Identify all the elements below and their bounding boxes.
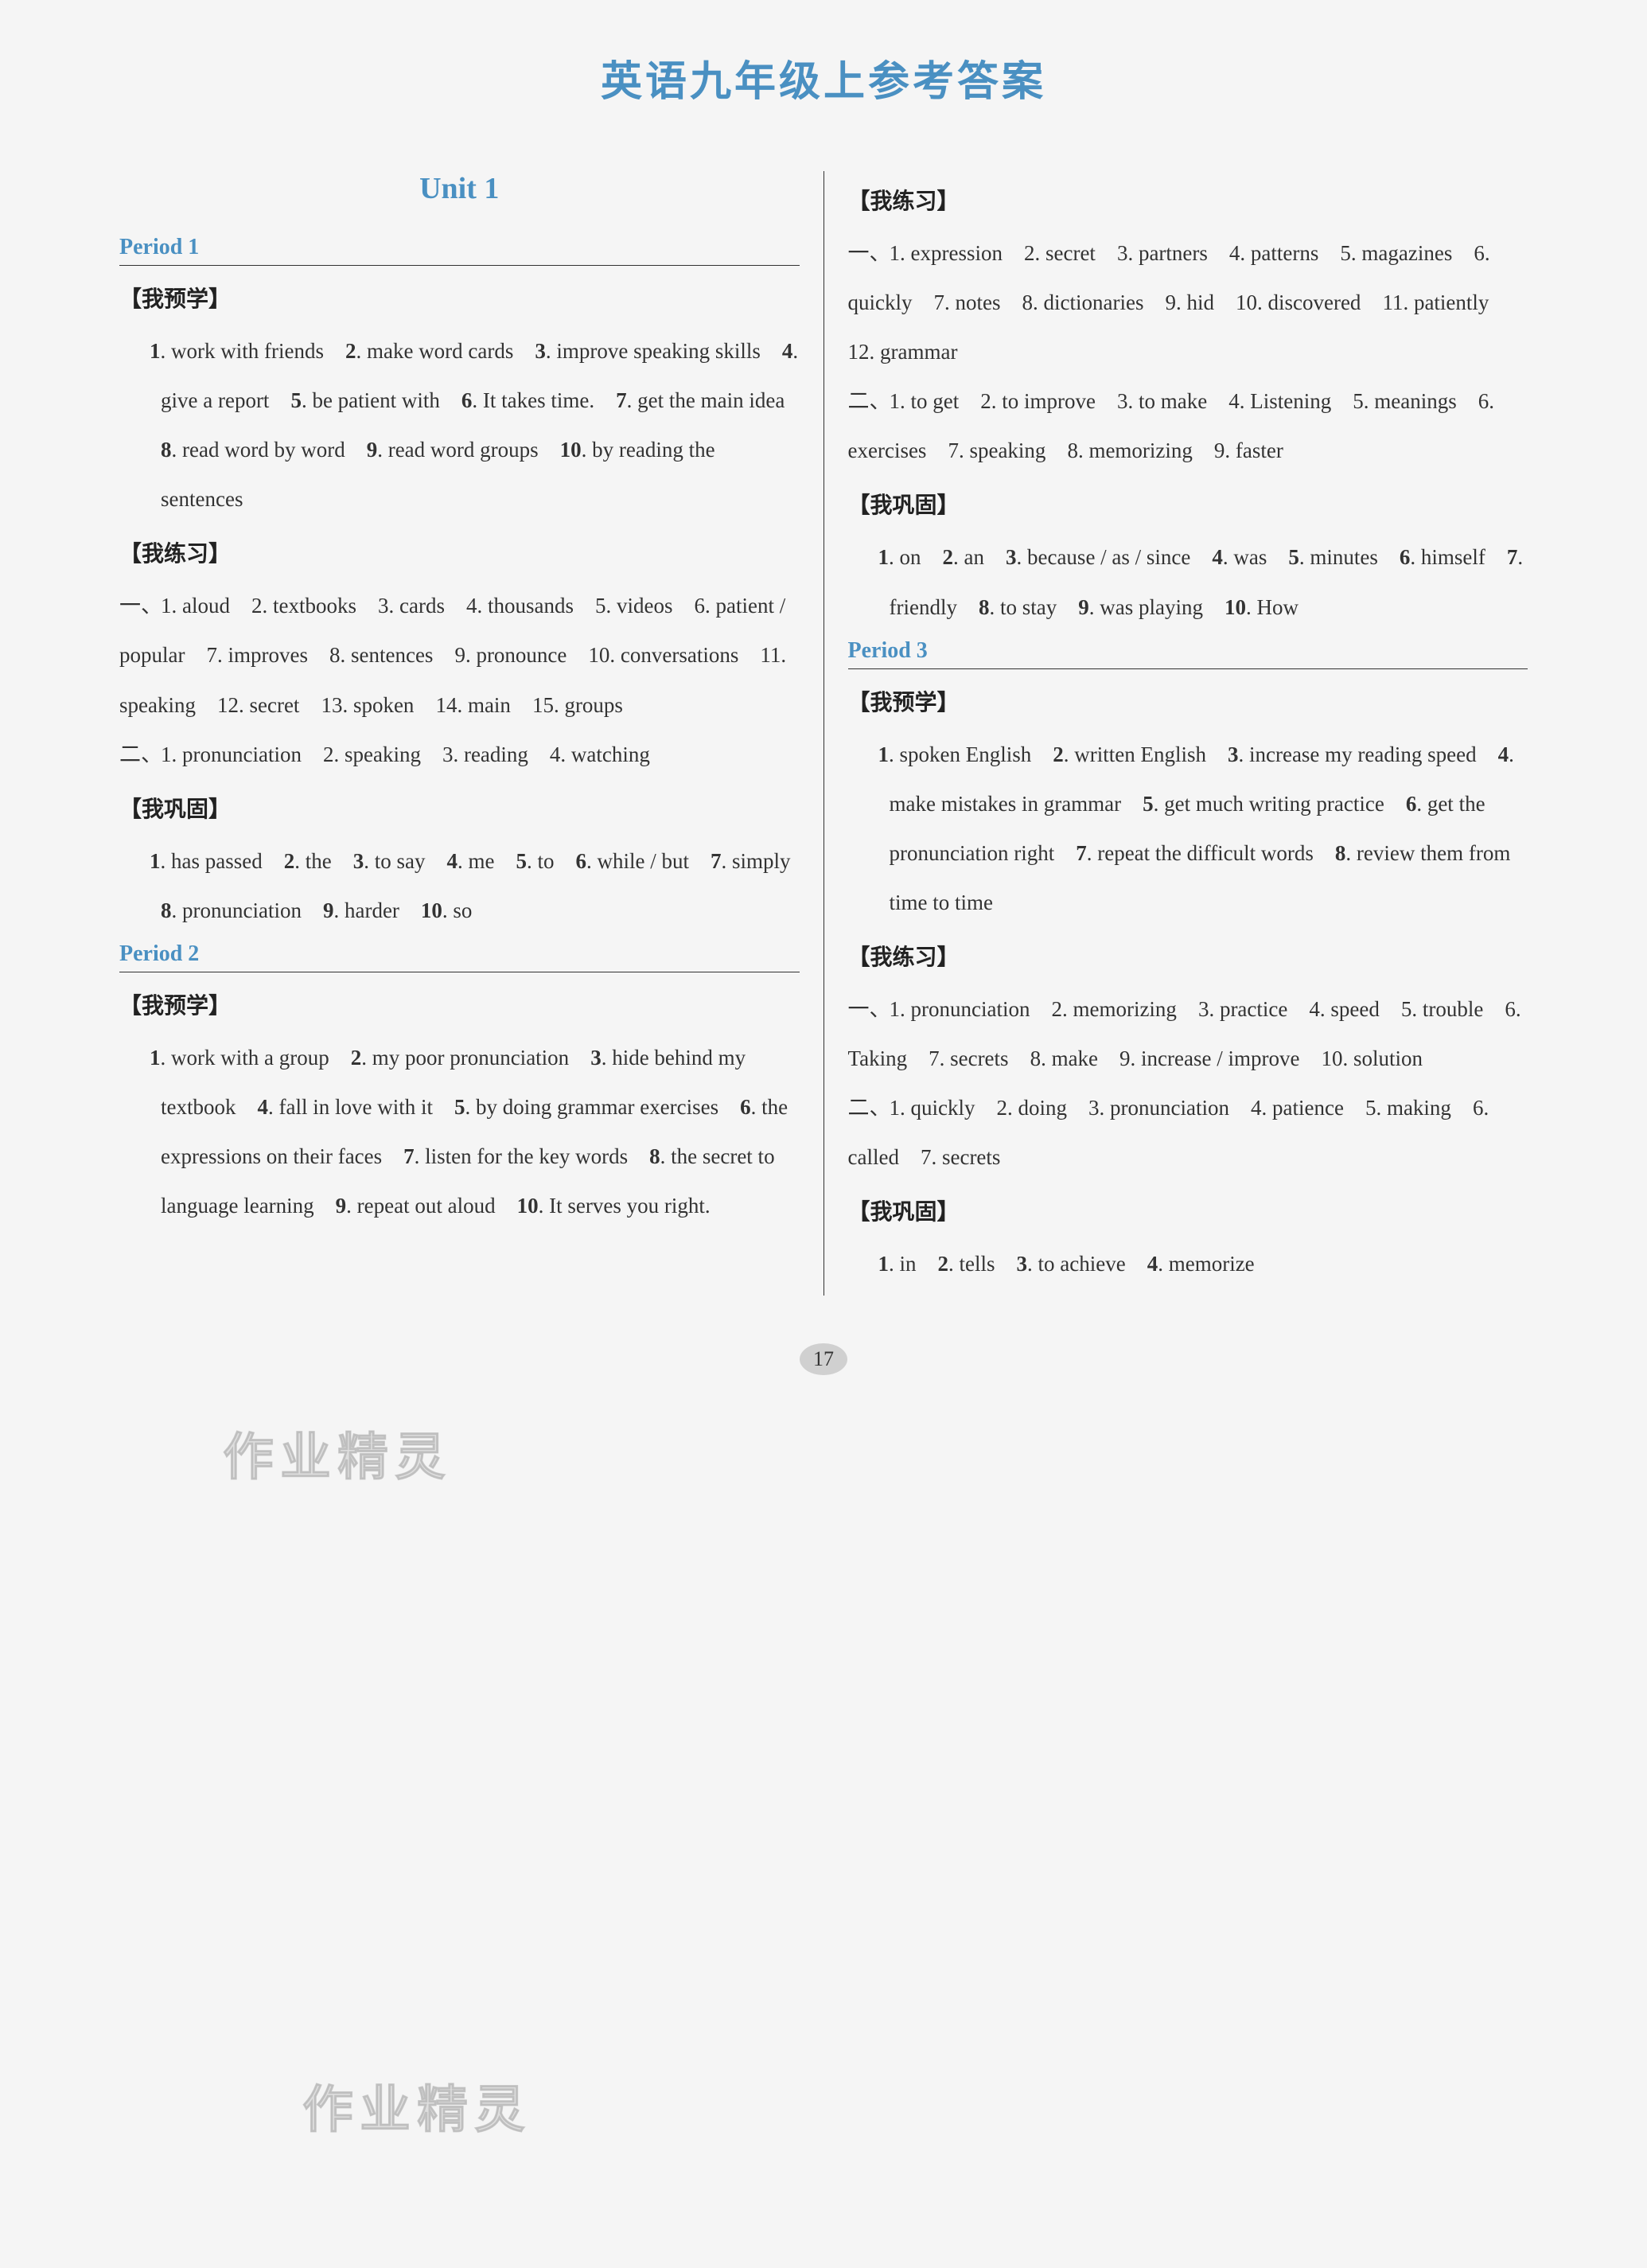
section-header: 【我巩固】 xyxy=(848,1194,1528,1226)
section-header: 【我预学】 xyxy=(848,685,1528,717)
answer-text: 1. pronunciation 2. memorizing 3. practi… xyxy=(848,997,1521,1070)
answer-group: 二、1. to get 2. to improve 3. to make 4. … xyxy=(848,376,1528,475)
section-header: 【我巩固】 xyxy=(119,792,800,824)
answer-group: 1. in 2. tells 3. to achieve 4. memorize xyxy=(848,1239,1528,1288)
page-title: 英语九年级上参考答案 xyxy=(95,48,1552,107)
section-header: 【我预学】 xyxy=(119,988,800,1020)
answer-text: 1. pronunciation 2. speaking 3. reading … xyxy=(161,742,650,766)
left-column: Unit 1 Period 1 【我预学】 1. work with friends … xyxy=(95,171,824,1296)
period-header: Period 1 xyxy=(119,235,800,266)
answer-group: 二、1. quickly 2. doing 3. pronunciation 4… xyxy=(848,1083,1528,1182)
section-header: 【我练习】 xyxy=(119,536,800,568)
answer-group: 二、1. pronunciation 2. speaking 3. readin… xyxy=(119,730,800,779)
answer-group: 1. spoken English 2. written English 3. … xyxy=(848,730,1528,927)
answer-group: 一、1. aloud 2. textbooks 3. cards 4. thou… xyxy=(119,581,800,729)
content-columns: Unit 1 Period 1 【我预学】 1. work with friends … xyxy=(95,171,1552,1296)
answer-text: 1. expression 2. secret 3. partners 4. p… xyxy=(848,241,1511,364)
answer-group: 一、1. pronunciation 2. memorizing 3. prac… xyxy=(848,984,1528,1083)
answer-group: 1. work with friends 2. make word cards … xyxy=(119,326,800,524)
watermark: 作业精灵 xyxy=(223,1417,452,1490)
answer-text: 1. in 2. tells 3. to achieve 4. memorize xyxy=(878,1252,1255,1276)
answer-group: 一、1. expression 2. secret 3. partners 4.… xyxy=(848,228,1528,376)
answer-text: 1. aloud 2. textbooks 3. cards 4. thousa… xyxy=(119,594,786,716)
answer-text: 1. quickly 2. doing 3. pronunciation 4. … xyxy=(848,1096,1489,1169)
answer-group: 1. work with a group 2. my poor pronunci… xyxy=(119,1033,800,1230)
answer-text: 1. has passed 2. the 3. to say 4. me 5. … xyxy=(150,849,812,922)
answer-text: 1. spoken English 2. written English 3. … xyxy=(878,742,1514,914)
section-header: 【我预学】 xyxy=(119,282,800,314)
answer-group: 1. has passed 2. the 3. to say 4. me 5. … xyxy=(119,836,800,935)
page-footer: 17 xyxy=(95,1343,1552,1375)
period-header: Period 3 xyxy=(848,638,1528,669)
answer-text: 1. to get 2. to improve 3. to make 4. Li… xyxy=(848,389,1494,462)
section-header: 【我练习】 xyxy=(848,940,1528,972)
section-header: 【我练习】 xyxy=(848,184,1528,216)
right-column: 【我练习】一、1. expression 2. secret 3. partne… xyxy=(824,171,1552,1296)
answer-text: 1. work with friends 2. make word cards … xyxy=(150,339,806,511)
answer-group: 1. on 2. an 3. because / as / since 4. w… xyxy=(848,532,1528,631)
watermark: 作业精灵 xyxy=(302,2069,531,2142)
unit-title: Unit 1 xyxy=(119,171,800,206)
answer-text: 1. on 2. an 3. because / as / since 4. w… xyxy=(878,545,1524,618)
period-header: Period 2 xyxy=(119,941,800,972)
page-number: 17 xyxy=(800,1343,847,1375)
section-header: 【我巩固】 xyxy=(848,488,1528,520)
answer-text: 1. work with a group 2. my poor pronunci… xyxy=(150,1046,788,1218)
